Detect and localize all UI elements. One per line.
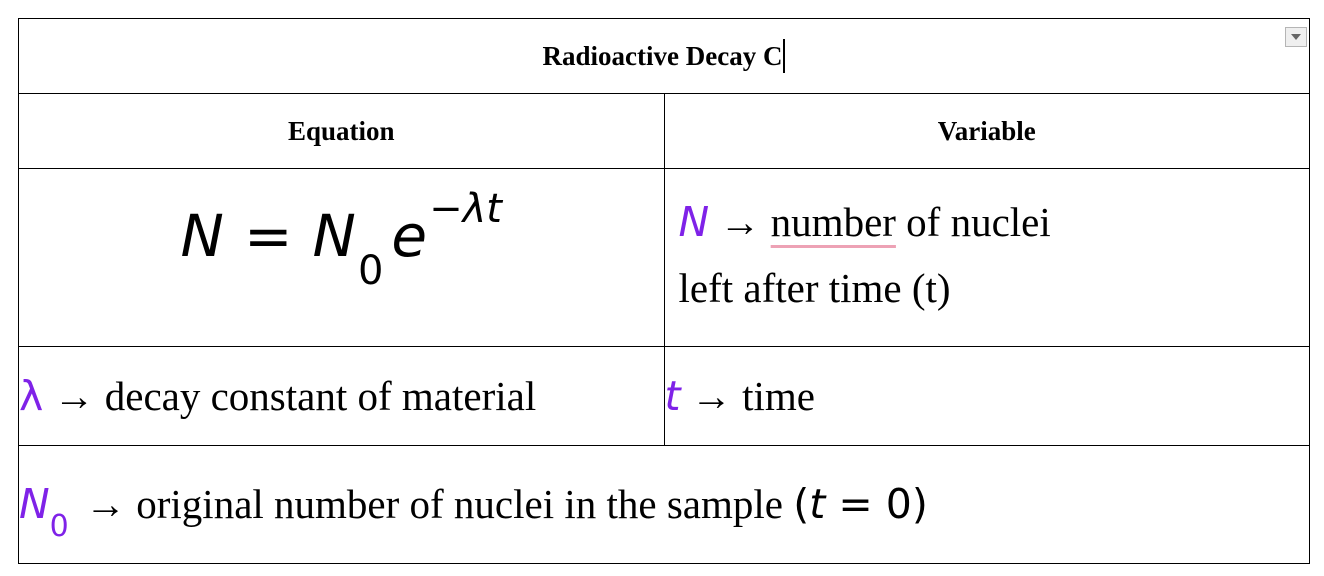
eq-base: e [391,202,428,271]
equation-cell[interactable]: N = N0e−λt [18,168,665,347]
variable-n-text-line2: left after time (t) [678,265,951,312]
arrow: → [719,199,761,246]
symbol-lambda: λ [19,371,44,420]
condition-eq: = 0 [825,480,912,529]
variable-t-text: time [731,372,815,419]
table-title[interactable]: Radioactive Decay C [542,41,783,72]
variable-lambda-cell[interactable]: λ → decay constant of material [18,345,665,446]
radioactive-decay-table: Radioactive Decay C Equation Variable N =… [18,17,1310,565]
text-cursor [783,39,786,74]
decay-equation: N = N0e−λt [19,189,664,291]
variable-n-cell[interactable]: N → number of nuclei left after time (t) [663,168,1310,347]
arrow: → [85,481,127,528]
header-variable[interactable]: Variable [663,93,1310,170]
variable-t-cell[interactable]: t → time [663,345,1310,446]
condition-open: ( [793,480,810,529]
header-equation[interactable]: Equation [18,93,665,170]
condition-var: t [809,480,826,529]
document-table-container: Radioactive Decay C Equation Variable N =… [18,17,1310,565]
table-title-cell[interactable]: Radioactive Decay C [18,17,1310,95]
variable-lambda-text: decay constant of material [94,372,537,419]
eq-n-subscript: 0 [357,248,384,295]
variable-n0-text: original number of nuclei in the sample [126,481,794,528]
symbol-n0-subscript: 0 [49,509,69,545]
chevron-down-icon [1291,34,1301,40]
eq-equals: = [243,202,293,271]
symbol-n: N [678,198,710,247]
variable-n-text: of nuclei [895,199,1051,246]
spellcheck-word[interactable]: number [770,199,896,246]
cell-dropdown-button[interactable] [1285,27,1307,47]
variable-n0-cell[interactable]: N0 → original number of nuclei in the sa… [18,444,1310,565]
arrow: → [53,372,95,419]
eq-lhs: N [180,202,224,271]
symbol-n0: N [19,480,50,529]
eq-exponent: −λt [429,186,502,233]
condition-close: ) [911,480,928,529]
symbol-t: t [664,371,681,420]
eq-n: N [312,202,356,271]
arrow: → [690,372,732,419]
